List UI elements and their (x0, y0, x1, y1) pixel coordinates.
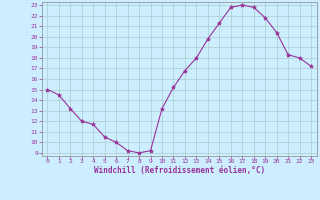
X-axis label: Windchill (Refroidissement éolien,°C): Windchill (Refroidissement éolien,°C) (94, 166, 265, 175)
